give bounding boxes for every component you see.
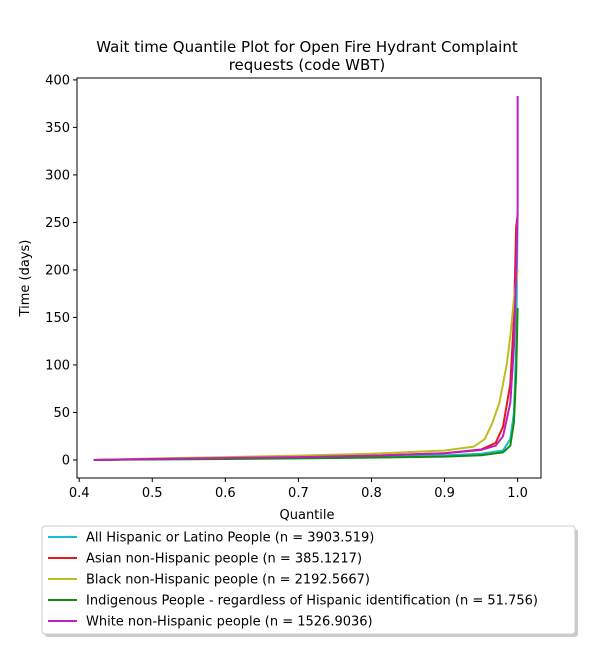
legend-label-1: Asian non-Hispanic people (n = 385.1217) — [86, 552, 362, 567]
legend-items: All Hispanic or Latino People (n = 3903.… — [48, 531, 538, 630]
series-line-4 — [93, 96, 519, 461]
legend-label-4: White non-Hispanic people (n = 1526.9036… — [86, 615, 373, 630]
y-tick-label: 150 — [45, 311, 70, 326]
x-tick-label: 0.9 — [434, 486, 455, 501]
plot-frame — [76, 77, 542, 479]
chart-title-line-2: requests (code WBT) — [229, 56, 386, 74]
y-axis-label: Time (days) — [18, 240, 33, 318]
series-line-3 — [93, 307, 519, 461]
y-tick-label: 350 — [45, 121, 70, 136]
y-tick-label: 200 — [45, 263, 70, 278]
y-tick-label: 250 — [45, 216, 70, 231]
series-line-2 — [93, 269, 519, 461]
x-tick-label: 1.0 — [507, 486, 528, 501]
axis-layer: 0.4 0.5 0.6 0.7 0.8 0.9 1.0 0 50 100 150 200 250 300 3… — [45, 73, 528, 501]
x-axis-label: Quantile — [280, 508, 335, 523]
y-tick-label: 400 — [45, 73, 70, 88]
series-layer — [93, 96, 519, 461]
chart-title: Wait time Quantile Plot for Open Fire Hy… — [96, 38, 518, 74]
x-tick-label: 0.7 — [288, 486, 309, 501]
legend-box — [41, 525, 576, 635]
legend-label-3: Indigenous People - regardless of Hispan… — [86, 594, 538, 609]
y-tick-label: 100 — [45, 358, 70, 373]
x-tick-label: 0.5 — [142, 486, 163, 501]
legend: All Hispanic or Latino People (n = 3903.… — [41, 525, 578, 637]
legend-label-0: All Hispanic or Latino People (n = 3903.… — [86, 531, 374, 546]
y-tick-label: 300 — [45, 168, 70, 183]
x-tick-label: 0.4 — [69, 486, 90, 501]
x-tick-label: 0.8 — [361, 486, 382, 501]
chart-title-line-1: Wait time Quantile Plot for Open Fire Hy… — [96, 38, 518, 56]
y-tick-label: 50 — [53, 406, 70, 421]
series-line-1 — [93, 214, 519, 461]
y-tick-label: 0 — [62, 453, 70, 468]
series-line-0 — [93, 212, 519, 461]
x-tick-label: 0.6 — [215, 486, 236, 501]
legend-label-2: Black non-Hispanic people (n = 2192.5667… — [86, 573, 370, 588]
